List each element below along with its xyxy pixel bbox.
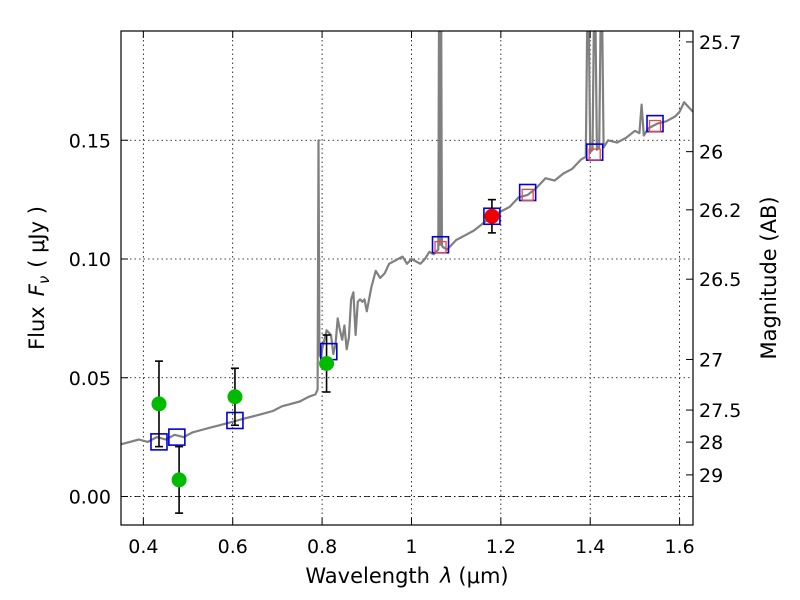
y2-tick-label-3: 26.5 — [699, 269, 741, 291]
y-tick-label-3: 0.15 — [69, 130, 111, 152]
axes-ticks: 0.4 0.6 0.8 1 1.2 1.4 1.6 0.00 0.05 0.10 0.15 25.7 2… — [69, 31, 741, 558]
y2-axis-label: Magnitude (AB) — [757, 196, 781, 359]
y2-tick-label-4: 27 — [699, 349, 723, 371]
grid-lines — [121, 31, 693, 525]
x-tick-label-1: 0.6 — [218, 536, 248, 558]
x-tick-label-0: 0.4 — [128, 536, 158, 558]
y2-tick-label-7: 29 — [699, 465, 723, 487]
observed-point-1 — [171, 472, 187, 488]
x-tick-label-6: 1.6 — [664, 536, 694, 558]
x-tick-label-2: 0.8 — [307, 536, 337, 558]
highlight-point-0 — [484, 208, 500, 224]
y-axis-label-subscript: ν — [35, 276, 53, 284]
y-tick-label-2: 0.10 — [69, 249, 111, 271]
y-axis-label-symbol: F — [25, 283, 49, 296]
model-box-1 — [168, 428, 186, 446]
y2-tick-label-6: 28 — [699, 432, 723, 454]
x-axis-label-unit: (μm) — [458, 564, 508, 588]
plot-frame — [120, 30, 694, 526]
photometry-marks — [150, 114, 664, 514]
y-axis-label: Flux Fν ( μJy ) — [25, 206, 53, 350]
x-tick-label-4: 1.2 — [486, 536, 516, 558]
y-axis-label-text: Flux — [25, 306, 49, 350]
y-tick-label-0: 0.00 — [69, 487, 111, 509]
model-box-inner-0 — [434, 240, 447, 254]
model-box-inner-1 — [521, 188, 534, 202]
x-tick-label-5: 1.4 — [575, 536, 605, 558]
model-box-inner-2 — [588, 148, 601, 161]
x-axis-label-symbol: λ — [439, 564, 452, 588]
x-axis-label: Wavelength λ (μm) — [305, 564, 508, 588]
x-axis-label-text: Wavelength — [305, 564, 430, 588]
y2-tick-label-2: 26.2 — [699, 200, 741, 222]
y2-tick-label-0: 25.7 — [699, 32, 741, 54]
y2-tick-label-1: 26 — [699, 142, 723, 164]
observed-point-3 — [319, 356, 335, 371]
y-axis-label-unit: ( μJy ) — [25, 206, 49, 268]
observed-point-2 — [227, 389, 243, 405]
observed-point-0 — [151, 396, 167, 412]
y-tick-label-1: 0.05 — [69, 368, 111, 390]
model-box-inner-3 — [648, 119, 662, 133]
x-tick-label-3: 1 — [405, 536, 417, 558]
y2-tick-label-5: 27.5 — [699, 400, 741, 422]
